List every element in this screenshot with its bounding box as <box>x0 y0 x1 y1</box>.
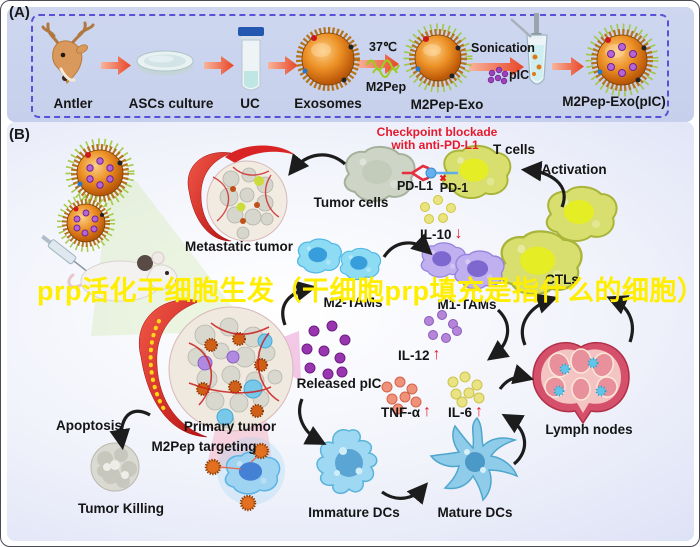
m2pep-exosome-icon <box>403 23 473 93</box>
label-checkpoint-blockade: Checkpoint blockade <box>376 125 498 139</box>
label-ctls: CTLs <box>545 272 579 287</box>
label-temperature: 37℃ <box>369 40 397 54</box>
label-m1-tams: M1-TAMs <box>437 297 497 312</box>
label-mature-dcs: Mature DCs <box>437 505 513 520</box>
il10-down-arrow: ↓ <box>454 225 463 243</box>
label-tnf-alpha: TNF-α ↑ <box>381 403 432 421</box>
label-il12: IL-12 ↑ <box>398 346 441 364</box>
label-released-pic: Released pIC <box>296 376 382 391</box>
label-t-cells: T cells <box>492 142 536 157</box>
panel-a-dashed-border <box>31 14 669 118</box>
il12-text: IL-12 <box>398 348 430 363</box>
label-with-anti-pdl1: with anti-PD-L1 <box>391 138 479 152</box>
label-m2pep-exo-pic: M2Pep-Exo(pIC) <box>562 94 666 109</box>
pic-dots-icon <box>487 66 509 85</box>
dead-cell-icon <box>90 442 140 492</box>
il6-up-arrow: ↑ <box>475 403 484 421</box>
m2-tam-icon <box>296 238 343 274</box>
m2pep-peptide-icon <box>365 59 401 78</box>
anti-pdl1-antibody-icon <box>401 164 430 182</box>
ctl-cell-icon <box>545 185 618 243</box>
cytokine-dots-icon <box>447 371 485 408</box>
m2pep-exo-pic-icon <box>585 23 659 97</box>
tnf-text: TNF-α <box>381 405 421 420</box>
deer-antler-icon <box>41 21 95 84</box>
label-tumor-cells: Tumor cells <box>313 195 389 210</box>
red-arrow-icon <box>101 54 584 77</box>
immature-dc-icon <box>316 429 378 495</box>
mouse-icon <box>67 251 179 302</box>
black-curved-arrow-icon <box>109 153 634 505</box>
label-ascs-culture: ASCs culture <box>128 96 214 111</box>
pic-dots-icon <box>301 320 351 380</box>
label-m2pep-exo: M2Pep-Exo <box>410 97 484 112</box>
label-uc: UC <box>240 96 260 111</box>
label-exosomes: Exosomes <box>294 96 362 111</box>
blocked-x-icon <box>439 174 447 182</box>
lymph-node-icon <box>532 342 630 425</box>
label-il6: IL-6 ↑ <box>448 403 484 421</box>
label-m2pep-targeting: M2Pep targeting <box>151 439 257 454</box>
panel-a-marker: (A) <box>9 4 30 21</box>
label-il10: IL-10 ↓ <box>420 225 463 243</box>
label-pd-1: PD-1 <box>439 181 469 195</box>
label-metastatic-tumor: Metastatic tumor <box>184 239 294 254</box>
syringe-icon <box>41 234 87 272</box>
metastatic-tumor-icon <box>187 145 295 242</box>
exosome-icon <box>296 27 360 91</box>
label-pic: pIC <box>509 68 530 82</box>
pd1-receptor-icon <box>425 167 437 179</box>
targeting-line <box>219 466 242 470</box>
label-tumor-killing: Tumor Killing <box>78 501 164 516</box>
petri-dish-icon <box>136 50 194 76</box>
label-apoptosis: Apoptosis <box>56 418 122 433</box>
il6-text: IL-6 <box>448 405 473 420</box>
pic-dots-icon <box>424 310 462 343</box>
cytokine-dots-icon <box>420 195 456 224</box>
tnf-up-arrow: ↑ <box>423 403 432 421</box>
label-activation: Activation <box>541 162 607 177</box>
centrifuge-tube-icon <box>238 27 264 91</box>
m2pep-exo-pic-icon <box>57 194 115 252</box>
label-antler: Antler <box>53 96 93 111</box>
label-m2-tams: M2-TAMs <box>323 295 383 310</box>
label-primary-tumor: Primary tumor <box>183 419 277 434</box>
targeting-line <box>250 455 259 463</box>
sonication-tube-icon <box>510 13 548 85</box>
panel-b-marker: (B) <box>9 126 30 143</box>
il10-text: IL-10 <box>420 227 452 242</box>
primary-tumor-icon <box>139 299 294 438</box>
cytokine-dots-icon <box>381 376 422 415</box>
m2pep-exo-pic-icon <box>65 138 135 208</box>
mature-dc-icon <box>429 416 519 502</box>
m2-tam-icon <box>224 451 281 495</box>
il12-up-arrow: ↑ <box>432 346 441 364</box>
label-sonication: Sonication <box>471 41 535 55</box>
label-pd-l1: PD-L1 <box>396 179 434 193</box>
label-m2pep: M2Pep <box>365 80 407 94</box>
label-lymph-nodes: Lymph nodes <box>545 422 633 437</box>
watermark-text: prp活化干细胞生发（干细胞prp填充是指什么的细胞） <box>37 276 700 306</box>
label-immature-dcs: Immature DCs <box>308 505 400 520</box>
